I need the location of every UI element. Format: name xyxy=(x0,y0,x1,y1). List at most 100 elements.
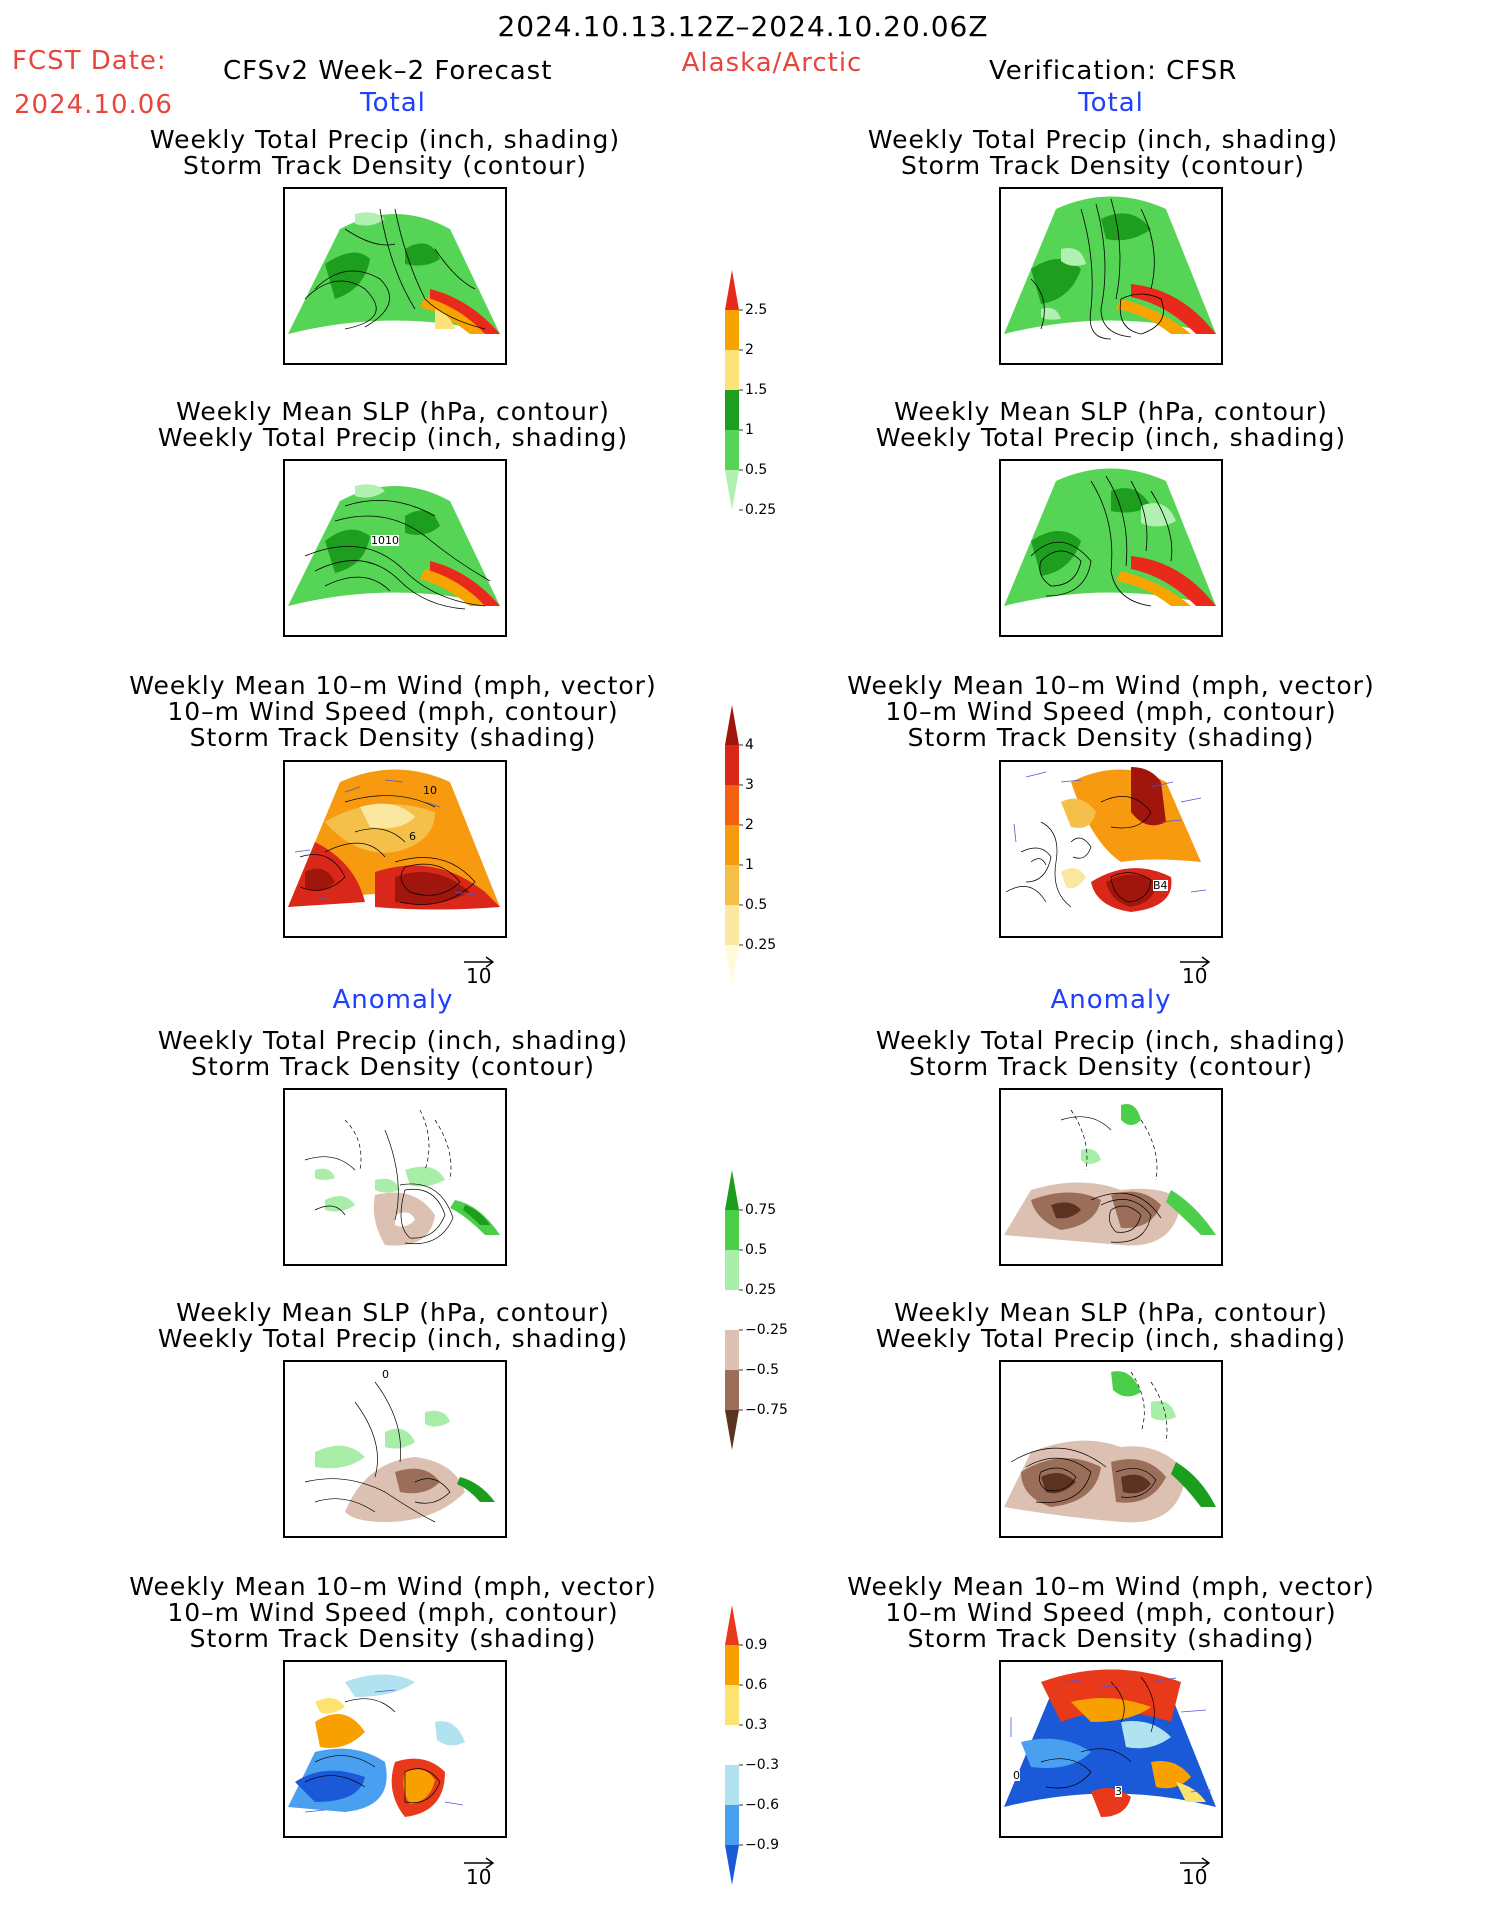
colorbar-segment xyxy=(725,1250,739,1290)
wind-contour-label-b4: B4 xyxy=(1153,879,1168,892)
colorbar-storm-total: 4 3 2 1 0.5 0.25 xyxy=(723,705,783,995)
colorbar-label: 0.9 xyxy=(745,1637,768,1653)
colorbar-label: 0.6 xyxy=(745,1677,768,1693)
colorbar-segment xyxy=(725,905,739,945)
colorbar-segment xyxy=(725,1645,739,1685)
title-wind-storm-r2: Weekly Mean 10–m Wind (mph, vector) 10–m … xyxy=(847,1572,1375,1653)
slp-contour-label: 1010 xyxy=(371,534,399,547)
fcst-date-label: FCST Date: xyxy=(12,46,167,76)
vector-ref-arrow-icon xyxy=(464,1857,495,1869)
title-slp-precip-l1: Weekly Mean SLP (hPa, contour) Weekly Tot… xyxy=(157,397,629,452)
map-precip-storm-anomaly-forecast xyxy=(283,1088,507,1266)
colorbar-label: 0.5 xyxy=(745,462,768,478)
section-anomaly-left: Anomaly xyxy=(332,985,454,1015)
title-slp-precip-r2: Weekly Mean SLP (hPa, contour) Weekly Tot… xyxy=(875,1298,1347,1353)
map-precip-storm-anomaly-verification xyxy=(999,1088,1223,1266)
map-slp-precip-verification xyxy=(999,459,1223,637)
colorbar-label: 1 xyxy=(745,422,754,438)
colorbar-label: 2 xyxy=(745,817,754,833)
colorbar-label: 0.25 xyxy=(745,502,777,518)
colorbar-label: 0.25 xyxy=(745,1282,777,1298)
colorbar-segment xyxy=(725,270,739,310)
colorbar-segment xyxy=(725,310,739,350)
vector-ref-arrow-icon xyxy=(464,956,495,968)
colorbar-svg xyxy=(725,270,743,511)
vector-ref-arrow-icon xyxy=(1180,1857,1211,1869)
colorbar-segment xyxy=(725,1410,739,1450)
colorbar-segment xyxy=(725,470,739,510)
anom-slp-label-0: 0 xyxy=(382,1368,389,1381)
colorbar-label: −0.3 xyxy=(745,1757,779,1773)
map-precip-storm-verification xyxy=(999,187,1223,365)
colorbar-precip-total: 2.5 2 1.5 1 0.5 0.25 xyxy=(723,270,783,560)
title-wind-storm-l1: Weekly Mean 10–m Wind (mph, vector) 10–m … xyxy=(129,671,657,752)
colorbar-label: 3 xyxy=(745,777,754,793)
colorbar-segment xyxy=(725,945,739,985)
colorbar-label: 4 xyxy=(745,737,754,753)
colorbar-svg xyxy=(725,1170,743,1450)
colorbar-svg xyxy=(725,1605,743,1885)
colorbar-segment xyxy=(725,1725,739,1765)
map-wind-storm-forecast: 10 6 xyxy=(283,760,507,938)
title-precip-storm-l2: Weekly Total Precip (inch, shading) Storm… xyxy=(157,1026,629,1081)
title-wind-storm-r1: Weekly Mean 10–m Wind (mph, vector) 10–m … xyxy=(847,671,1375,752)
map-wind-storm-anomaly-verification: 0 3 xyxy=(999,1660,1223,1838)
colorbar-segment xyxy=(725,1845,739,1885)
colorbar-segment xyxy=(725,1605,739,1645)
colorbar-label: 0.25 xyxy=(745,937,777,953)
date-range-title: 2024.10.13.12Z–2024.10.20.06Z xyxy=(497,10,989,43)
vector-ref-r2: 10 xyxy=(1178,1851,1212,1889)
colorbar-label: 1 xyxy=(745,857,754,873)
colorbar-label: −0.5 xyxy=(745,1362,779,1378)
colorbar-segment xyxy=(725,1685,739,1725)
colorbar-label: −0.9 xyxy=(745,1837,779,1853)
colorbar-label: 2.5 xyxy=(745,302,768,318)
title-slp-precip-l2: Weekly Mean SLP (hPa, contour) Weekly Tot… xyxy=(157,1298,629,1353)
colorbar-segment xyxy=(725,825,739,865)
colorbar-segment xyxy=(725,1330,739,1370)
verification-title: Verification: CFSR xyxy=(989,56,1238,86)
colorbar-svg xyxy=(725,705,743,985)
colorbar-segment xyxy=(725,430,739,470)
colorbar-segment xyxy=(725,785,739,825)
colorbar-label: −0.75 xyxy=(745,1402,788,1418)
colorbar-segment xyxy=(725,1765,739,1805)
colorbar-label: 0.5 xyxy=(745,1242,768,1258)
vector-ref-arrow-icon xyxy=(1180,956,1211,968)
title-precip-storm-r1: Weekly Total Precip (inch, shading) Storm… xyxy=(867,125,1339,180)
region-title: Alaska/Arctic xyxy=(681,48,863,78)
anom-wind-label-0: 0 xyxy=(1013,1769,1020,1782)
colorbar-storm-anomaly: 0.9 0.6 0.3 −0.3 −0.6 −0.9 xyxy=(723,1605,793,1895)
colorbar-segment xyxy=(725,1805,739,1845)
colorbar-segment xyxy=(725,1290,739,1330)
map-slp-precip-anomaly-verification xyxy=(999,1360,1223,1538)
vector-ref-l1: 10 xyxy=(462,950,496,988)
colorbar-label: 0.3 xyxy=(745,1717,768,1733)
colorbar-segment xyxy=(725,350,739,390)
map-wind-storm-anomaly-forecast xyxy=(283,1660,507,1838)
colorbar-label: 2 xyxy=(745,342,754,358)
title-wind-storm-l2: Weekly Mean 10–m Wind (mph, vector) 10–m … xyxy=(129,1572,657,1653)
title-precip-storm-l1: Weekly Total Precip (inch, shading) Storm… xyxy=(149,125,621,180)
wind-contour-label-10: 10 xyxy=(423,784,437,797)
model-title: CFSv2 Week–2 Forecast xyxy=(223,56,553,86)
colorbar-label: 0.5 xyxy=(745,897,768,913)
map-precip-storm-forecast xyxy=(283,187,507,365)
wind-contour-label-6: 6 xyxy=(409,830,416,843)
map-wind-storm-verification: B4 xyxy=(999,760,1223,938)
map-slp-precip-anomaly-forecast: 0 xyxy=(283,1360,507,1538)
colorbar-segment xyxy=(725,745,739,785)
colorbar-segment xyxy=(725,1210,739,1250)
anom-wind-label-3: 3 xyxy=(1115,1785,1122,1798)
colorbar-label: 1.5 xyxy=(745,382,768,398)
colorbar-label: −0.6 xyxy=(745,1797,779,1813)
map-slp-precip-forecast: 1010 xyxy=(283,459,507,637)
section-total-left: Total xyxy=(360,88,426,118)
colorbar-label: −0.25 xyxy=(745,1322,788,1338)
fcst-date-value: 2024.10.06 xyxy=(14,90,173,120)
vector-ref-r1: 10 xyxy=(1178,950,1212,988)
title-precip-storm-r2: Weekly Total Precip (inch, shading) Storm… xyxy=(875,1026,1347,1081)
colorbar-segment xyxy=(725,390,739,430)
colorbar-segment xyxy=(725,1370,739,1410)
colorbar-label: 0.75 xyxy=(745,1202,777,1218)
